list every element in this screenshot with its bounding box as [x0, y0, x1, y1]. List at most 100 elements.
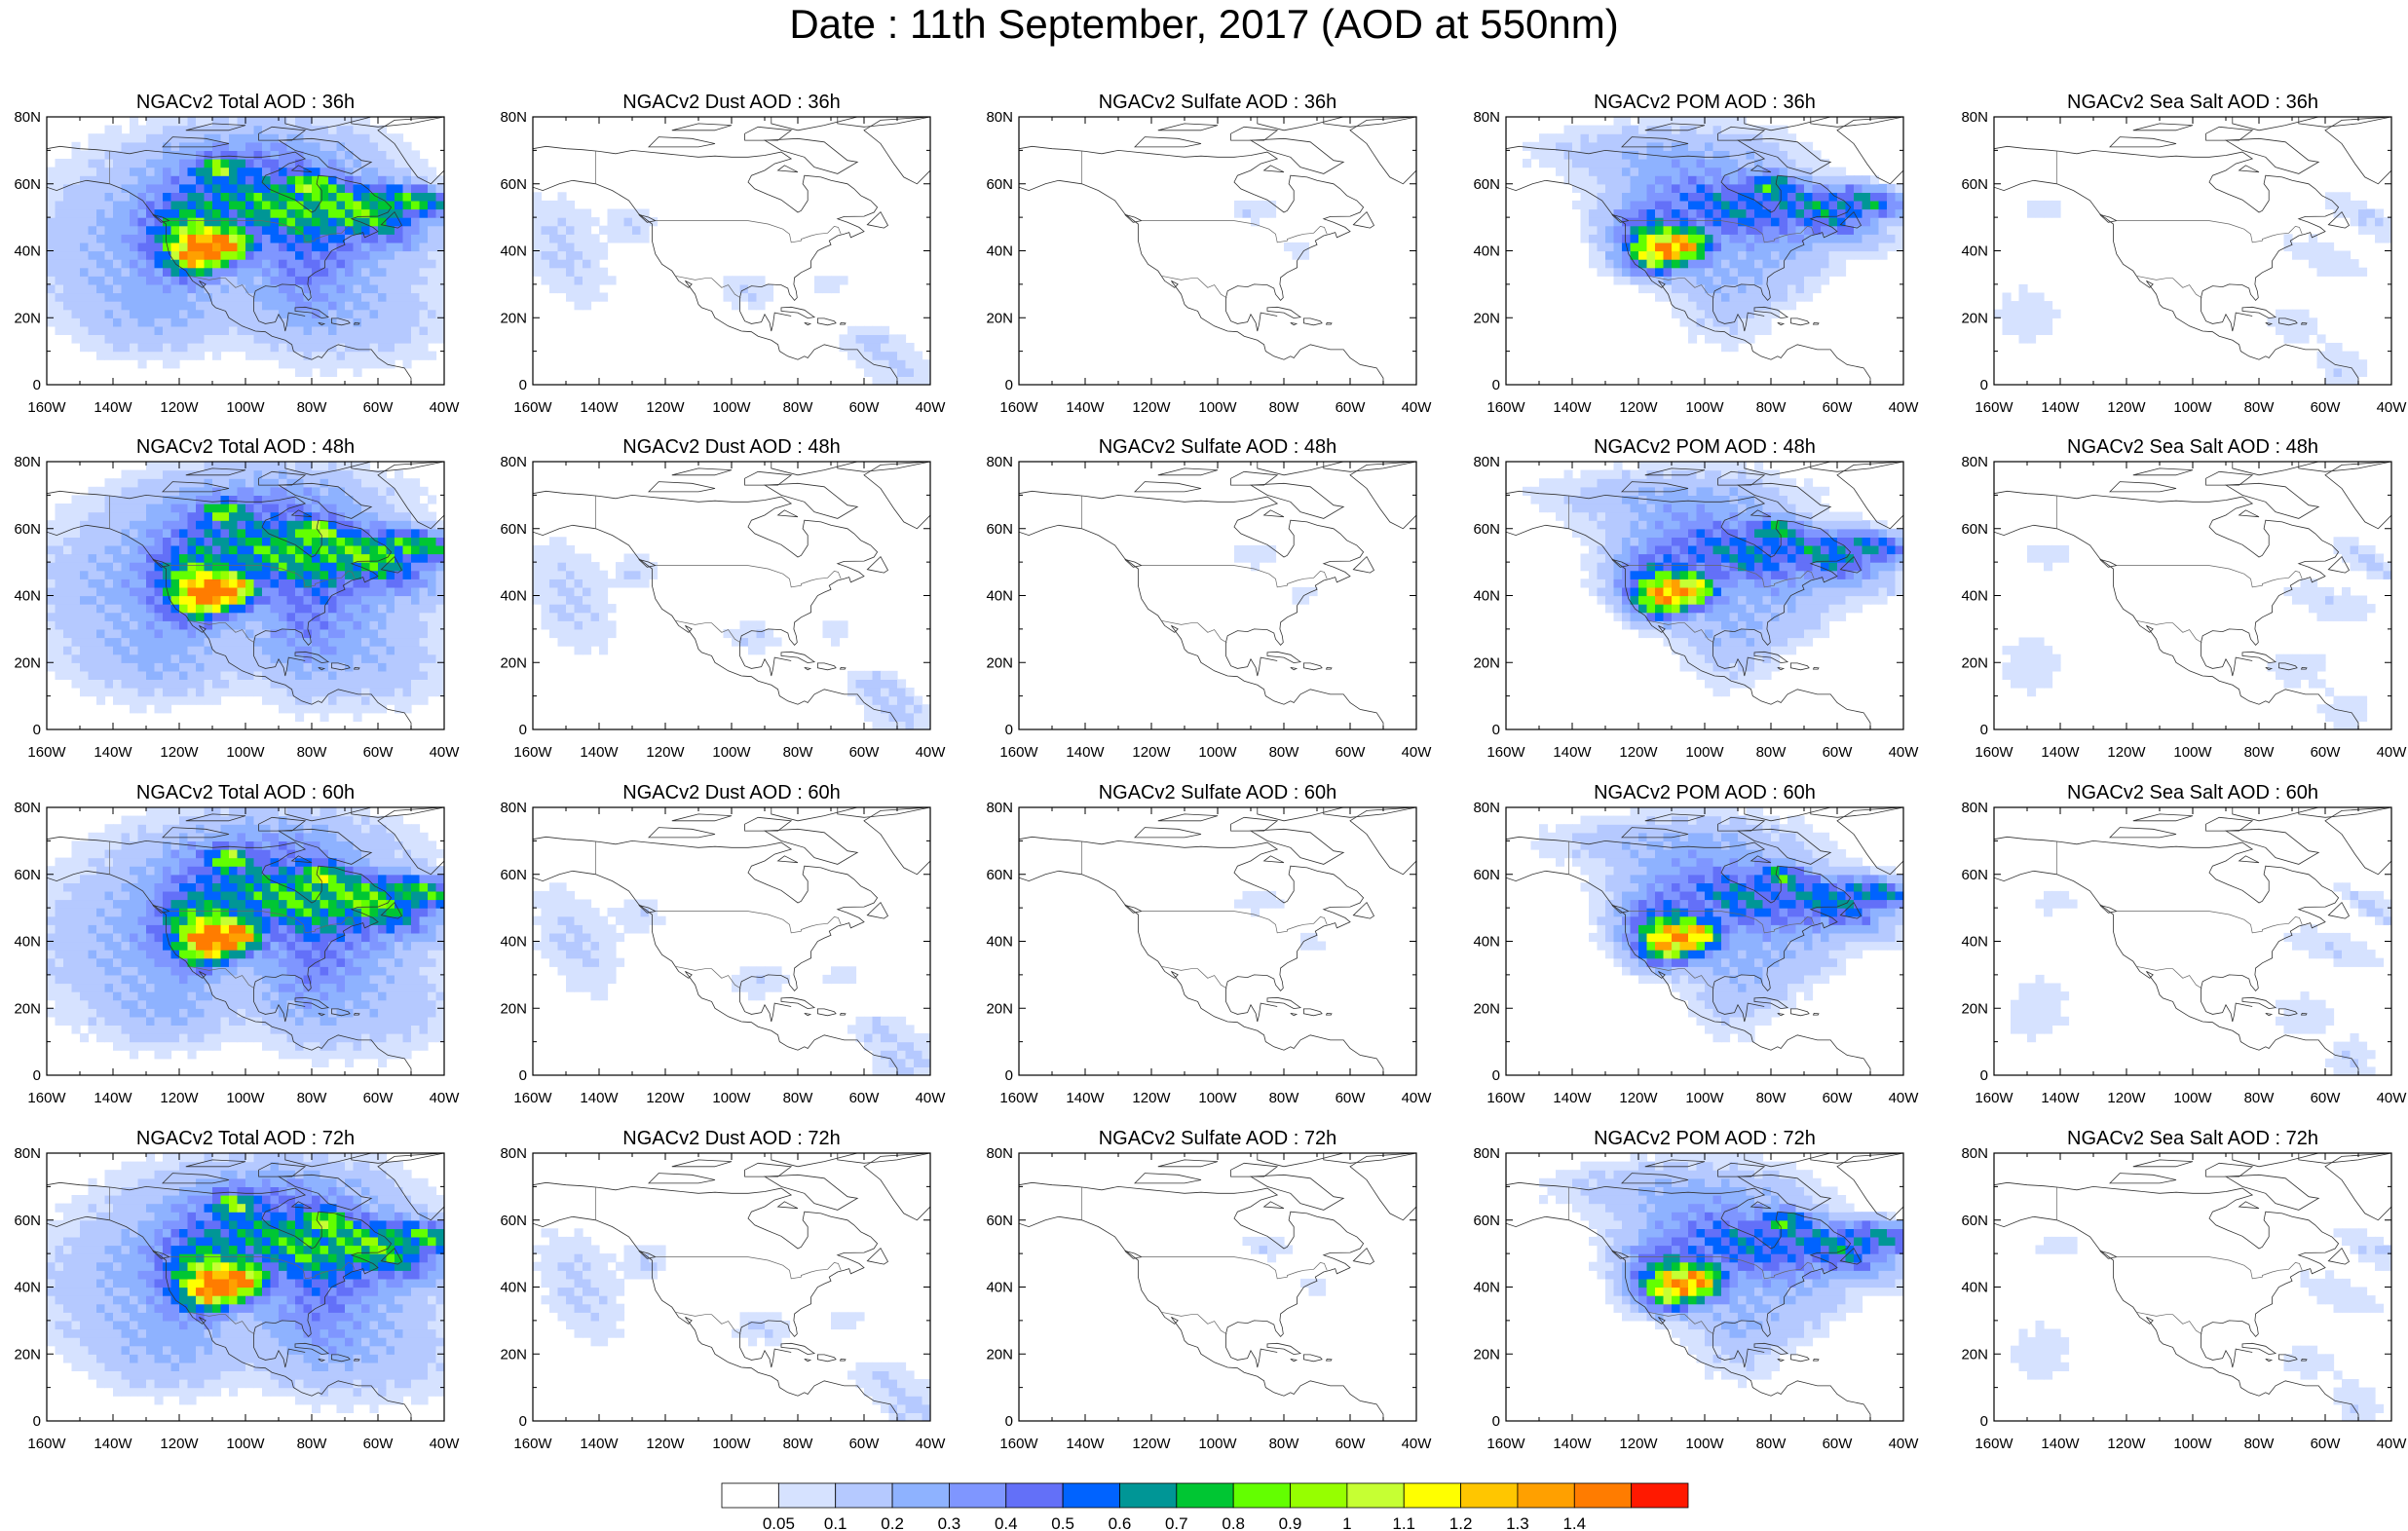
lon-tick-label: 80W — [297, 1090, 328, 1106]
lat-tick-label: 0 — [1005, 377, 1013, 393]
lon-tick-label: 60W — [849, 1436, 881, 1452]
lon-tick-label: 100W — [1198, 399, 1237, 416]
lat-tick-label: 80N — [986, 800, 1013, 816]
lat-tick-label: 40N — [1473, 243, 1500, 260]
lat-tick-label: 60N — [1473, 867, 1500, 883]
lon-tick-label: 60W — [1823, 399, 1854, 416]
coastlines — [1994, 117, 2391, 385]
panel-title: NGACv2 Total AOD : 36h — [136, 92, 355, 113]
lon-tick-label: 40W — [916, 1436, 947, 1452]
lon-tick-label: 100W — [2173, 1436, 2212, 1452]
lat-tick-label: 40N — [986, 588, 1013, 605]
map-panel: NGACv2 Total AOD : 48h 160W 140W 120W 100W 80… — [14, 436, 460, 761]
lon-tick-label: 100W — [2173, 399, 2212, 416]
lat-tick-label: 60N — [986, 521, 1013, 538]
panel-title: NGACv2 Total AOD : 72h — [136, 1128, 355, 1149]
aod-shading — [1234, 544, 1318, 605]
coastlines — [1506, 462, 1903, 729]
lat-tick-label: 40N — [1961, 243, 1988, 260]
lon-tick-label: 120W — [1132, 1090, 1171, 1106]
coastlines — [47, 807, 444, 1075]
lon-tick-label: 160W — [1486, 399, 1525, 416]
lat-tick-label: 20N — [1473, 310, 1500, 326]
lat-tick-label: 20N — [1473, 1000, 1500, 1017]
panel-title: NGACv2 POM AOD : 60h — [1594, 782, 1816, 803]
lon-tick-label: 40W — [1402, 1090, 1433, 1106]
panel-title: NGACv2 Total AOD : 60h — [136, 782, 355, 803]
lat-tick-label: 80N — [986, 454, 1013, 470]
lon-tick-label: 160W — [1975, 1090, 2013, 1106]
lat-tick-label: 80N — [500, 1145, 527, 1162]
lat-tick-label: 0 — [33, 1067, 41, 1084]
lon-tick-label: 100W — [226, 744, 265, 761]
colorbar-label: 0.9 — [1279, 1514, 1302, 1531]
lat-tick-label: 60N — [1961, 867, 1988, 883]
lat-tick-label: 80N — [1473, 109, 1500, 126]
lon-tick-label: 40W — [430, 399, 461, 416]
lon-tick-label: 120W — [1619, 1090, 1658, 1106]
lon-tick-label: 120W — [646, 1436, 685, 1452]
coastlines — [1994, 1153, 2391, 1421]
lat-tick-label: 60N — [500, 1213, 527, 1229]
lon-tick-label: 100W — [1198, 1436, 1237, 1452]
map-panel: NGACv2 Sea Salt AOD : 60h 160W 140W 120W 100… — [1961, 782, 2407, 1106]
map-panel: NGACv2 Total AOD : 60h 160W 140W 120W 100W 80… — [14, 782, 460, 1106]
lon-tick-label: 120W — [1132, 744, 1171, 761]
lat-tick-label: 20N — [14, 310, 41, 326]
lat-tick-label: 0 — [1492, 1413, 1500, 1430]
lat-tick-label: 60N — [986, 867, 1013, 883]
lat-tick-label: 20N — [1961, 310, 1988, 326]
lat-tick-label: 80N — [500, 109, 527, 126]
lat-tick-label: 80N — [1961, 454, 1988, 470]
lat-tick-label: 20N — [1961, 1346, 1988, 1363]
lat-tick-label: 0 — [1492, 1067, 1500, 1084]
lon-tick-label: 140W — [580, 1090, 619, 1106]
map-panel: NGACv2 POM AOD : 48h 160W 140W 120W 100W 80W 6… — [1473, 436, 1919, 761]
aod-shading — [1539, 1153, 1903, 1389]
lat-tick-label: 0 — [1492, 722, 1500, 738]
lat-tick-label: 60N — [14, 867, 41, 883]
lon-tick-label: 40W — [916, 744, 947, 761]
lat-tick-label: 80N — [14, 109, 41, 126]
lat-tick-label: 80N — [1473, 800, 1500, 816]
colorbar-box — [1232, 1482, 1291, 1509]
lat-tick-label: 40N — [500, 243, 527, 260]
map-panel: NGACv2 Sulfate AOD : 60h 160W 140W 120W 100W… — [986, 782, 1432, 1106]
colorbar-label: 1.2 — [1449, 1514, 1473, 1531]
lat-tick-label: 60N — [1473, 1213, 1500, 1229]
lon-tick-label: 140W — [94, 399, 132, 416]
lon-tick-label: 80W — [2244, 744, 2276, 761]
lat-tick-label: 40N — [14, 934, 41, 951]
coastlines — [1506, 1153, 1903, 1421]
lat-tick-label: 20N — [1473, 654, 1500, 671]
lon-tick-label: 40W — [2377, 1436, 2408, 1452]
lon-tick-label: 100W — [1685, 1090, 1724, 1106]
panel-title: NGACv2 Sulfate AOD : 72h — [1099, 1128, 1337, 1149]
lat-tick-label: 60N — [500, 867, 527, 883]
colorbar-label: 0.8 — [1222, 1514, 1245, 1531]
map-panel: NGACv2 Dust AOD : 36h 160W 140W 120W 100W 80W… — [500, 92, 946, 416]
colorbar-box — [1062, 1482, 1120, 1509]
lon-tick-label: 120W — [160, 399, 199, 416]
lat-tick-label: 40N — [1961, 1280, 1988, 1296]
lat-tick-label: 80N — [986, 1145, 1013, 1162]
lat-tick-label: 60N — [1961, 521, 1988, 538]
coastlines — [1506, 807, 1903, 1075]
coastlines — [533, 807, 930, 1075]
map-panel: NGACv2 POM AOD : 36h 160W 140W 120W 100W 80W 6… — [1473, 92, 1919, 416]
map-panel: NGACv2 Sulfate AOD : 72h 160W 140W 120W 100W… — [986, 1128, 1432, 1452]
lon-tick-label: 80W — [1756, 1090, 1787, 1106]
lat-tick-label: 20N — [500, 1000, 527, 1017]
lon-tick-label: 60W — [2311, 399, 2342, 416]
lon-tick-label: 60W — [1823, 1090, 1854, 1106]
colorbar-label: 0.6 — [1109, 1514, 1132, 1531]
lon-tick-label: 60W — [1336, 744, 1367, 761]
colorbar-box — [1290, 1482, 1348, 1509]
lon-tick-label: 120W — [1619, 1436, 1658, 1452]
lat-tick-label: 0 — [33, 1413, 41, 1430]
lon-tick-label: 120W — [646, 744, 685, 761]
lat-tick-label: 20N — [500, 1346, 527, 1363]
lat-tick-label: 40N — [1473, 934, 1500, 951]
lon-tick-label: 140W — [1553, 744, 1592, 761]
lat-tick-label: 40N — [1961, 588, 1988, 605]
